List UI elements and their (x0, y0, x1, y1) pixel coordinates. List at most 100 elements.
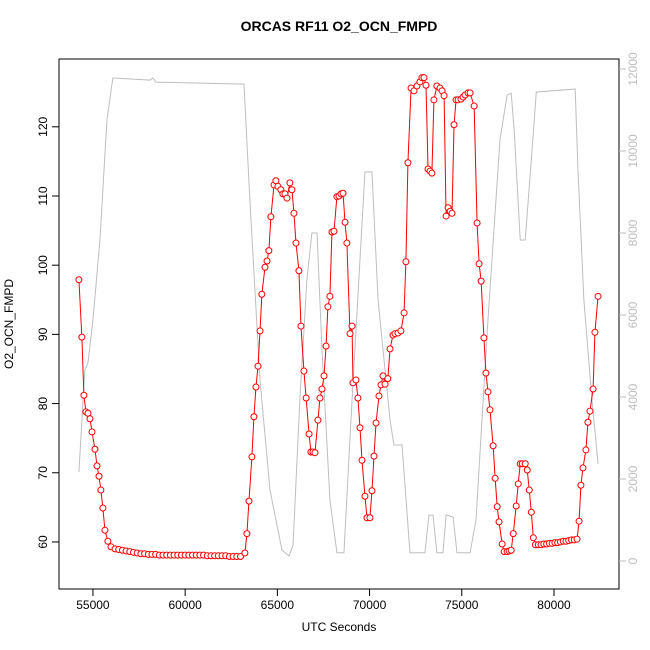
data-point (300, 367, 308, 375)
y-tick-label: 70 (36, 466, 50, 480)
y-axis-label: O2_OCN_FMPD (2, 279, 16, 369)
data-point (288, 186, 296, 194)
data-point (330, 227, 338, 235)
data-point (420, 74, 428, 82)
data-point (529, 534, 537, 542)
data-point (346, 330, 354, 338)
x-axis-label: UTC Seconds (302, 620, 377, 634)
data-point (283, 194, 291, 202)
data-point (448, 209, 456, 217)
data-point (493, 503, 501, 511)
data-point (316, 394, 324, 402)
chart-title: ORCAS RF11 O2_OCN_FMPD (241, 18, 438, 34)
data-point (584, 418, 592, 426)
data-point (512, 502, 520, 510)
x-tick-label: 75000 (445, 598, 479, 612)
data-point (265, 247, 273, 255)
y-tick-label: 90 (36, 327, 50, 341)
y2-tick-label: 12000 (626, 52, 640, 86)
data-point (491, 474, 499, 482)
y-tick-label: 110 (36, 186, 50, 205)
data-point (480, 334, 488, 342)
data-point (498, 540, 506, 548)
data-point (586, 407, 594, 415)
data-point (101, 526, 109, 534)
data-point (248, 453, 256, 461)
data-point (375, 392, 383, 400)
data-point (477, 277, 485, 285)
data-point (470, 102, 478, 110)
data-point (591, 328, 599, 336)
data-point (486, 406, 494, 414)
plot-frame (58, 58, 620, 590)
x-tick-label: 60000 (168, 598, 202, 612)
data-point (523, 466, 531, 474)
data-point (473, 219, 481, 227)
data-point (356, 424, 364, 432)
data-point (422, 81, 430, 89)
data-point (311, 449, 319, 457)
y2-tick-label: 4000 (626, 383, 640, 410)
data-point (521, 460, 529, 468)
data-point (322, 342, 330, 350)
data-point (577, 481, 585, 489)
data-point (245, 497, 253, 505)
data-point (302, 394, 310, 402)
data-point (295, 267, 303, 275)
data-point (442, 212, 450, 220)
data-point (466, 89, 474, 97)
y2-tick-label: 10000 (626, 134, 640, 168)
data-point (372, 419, 380, 427)
y2-tick-label: 2000 (626, 465, 640, 492)
data-point (320, 372, 328, 380)
y2-tick-label: 6000 (626, 301, 640, 328)
data-point (252, 383, 260, 391)
data-point (489, 442, 497, 450)
data-point (99, 504, 107, 512)
data-point (326, 292, 334, 300)
data-point (579, 464, 587, 472)
data-point (352, 376, 360, 384)
data-point (343, 239, 351, 247)
data-point (484, 388, 492, 396)
data-point (509, 530, 517, 538)
data-point (88, 428, 96, 436)
data-point (267, 213, 275, 221)
y-tick-label: 100 (36, 255, 50, 275)
data-point (305, 430, 313, 438)
data-point (475, 260, 483, 268)
x-tick-label: 80000 (537, 598, 571, 612)
data-point (324, 303, 332, 311)
x-tick-label: 70000 (353, 598, 387, 612)
data-point (358, 456, 366, 464)
data-point (404, 159, 412, 167)
data-point (381, 380, 389, 388)
data-point (430, 96, 438, 104)
data-point (514, 480, 522, 488)
data-point (78, 333, 86, 341)
data-point (450, 121, 458, 129)
data-point (91, 445, 99, 453)
data-point (507, 546, 515, 554)
data-point (258, 290, 266, 298)
data-point (589, 385, 597, 393)
data-point (341, 218, 349, 226)
data-point (254, 362, 262, 370)
data-point (314, 416, 322, 424)
data-point (104, 537, 112, 545)
y2-tick-label: 0 (626, 557, 640, 564)
data-point (318, 385, 326, 393)
data-point (384, 375, 392, 383)
data-point (370, 452, 378, 460)
data-point (428, 169, 436, 177)
data-point (95, 472, 103, 480)
data-point (297, 322, 305, 330)
data-point (400, 309, 408, 317)
data-point (339, 189, 347, 197)
data-point (348, 322, 356, 330)
series-line (78, 77, 599, 557)
data-point (241, 549, 249, 557)
data-point (594, 292, 602, 300)
data-point (263, 257, 271, 265)
